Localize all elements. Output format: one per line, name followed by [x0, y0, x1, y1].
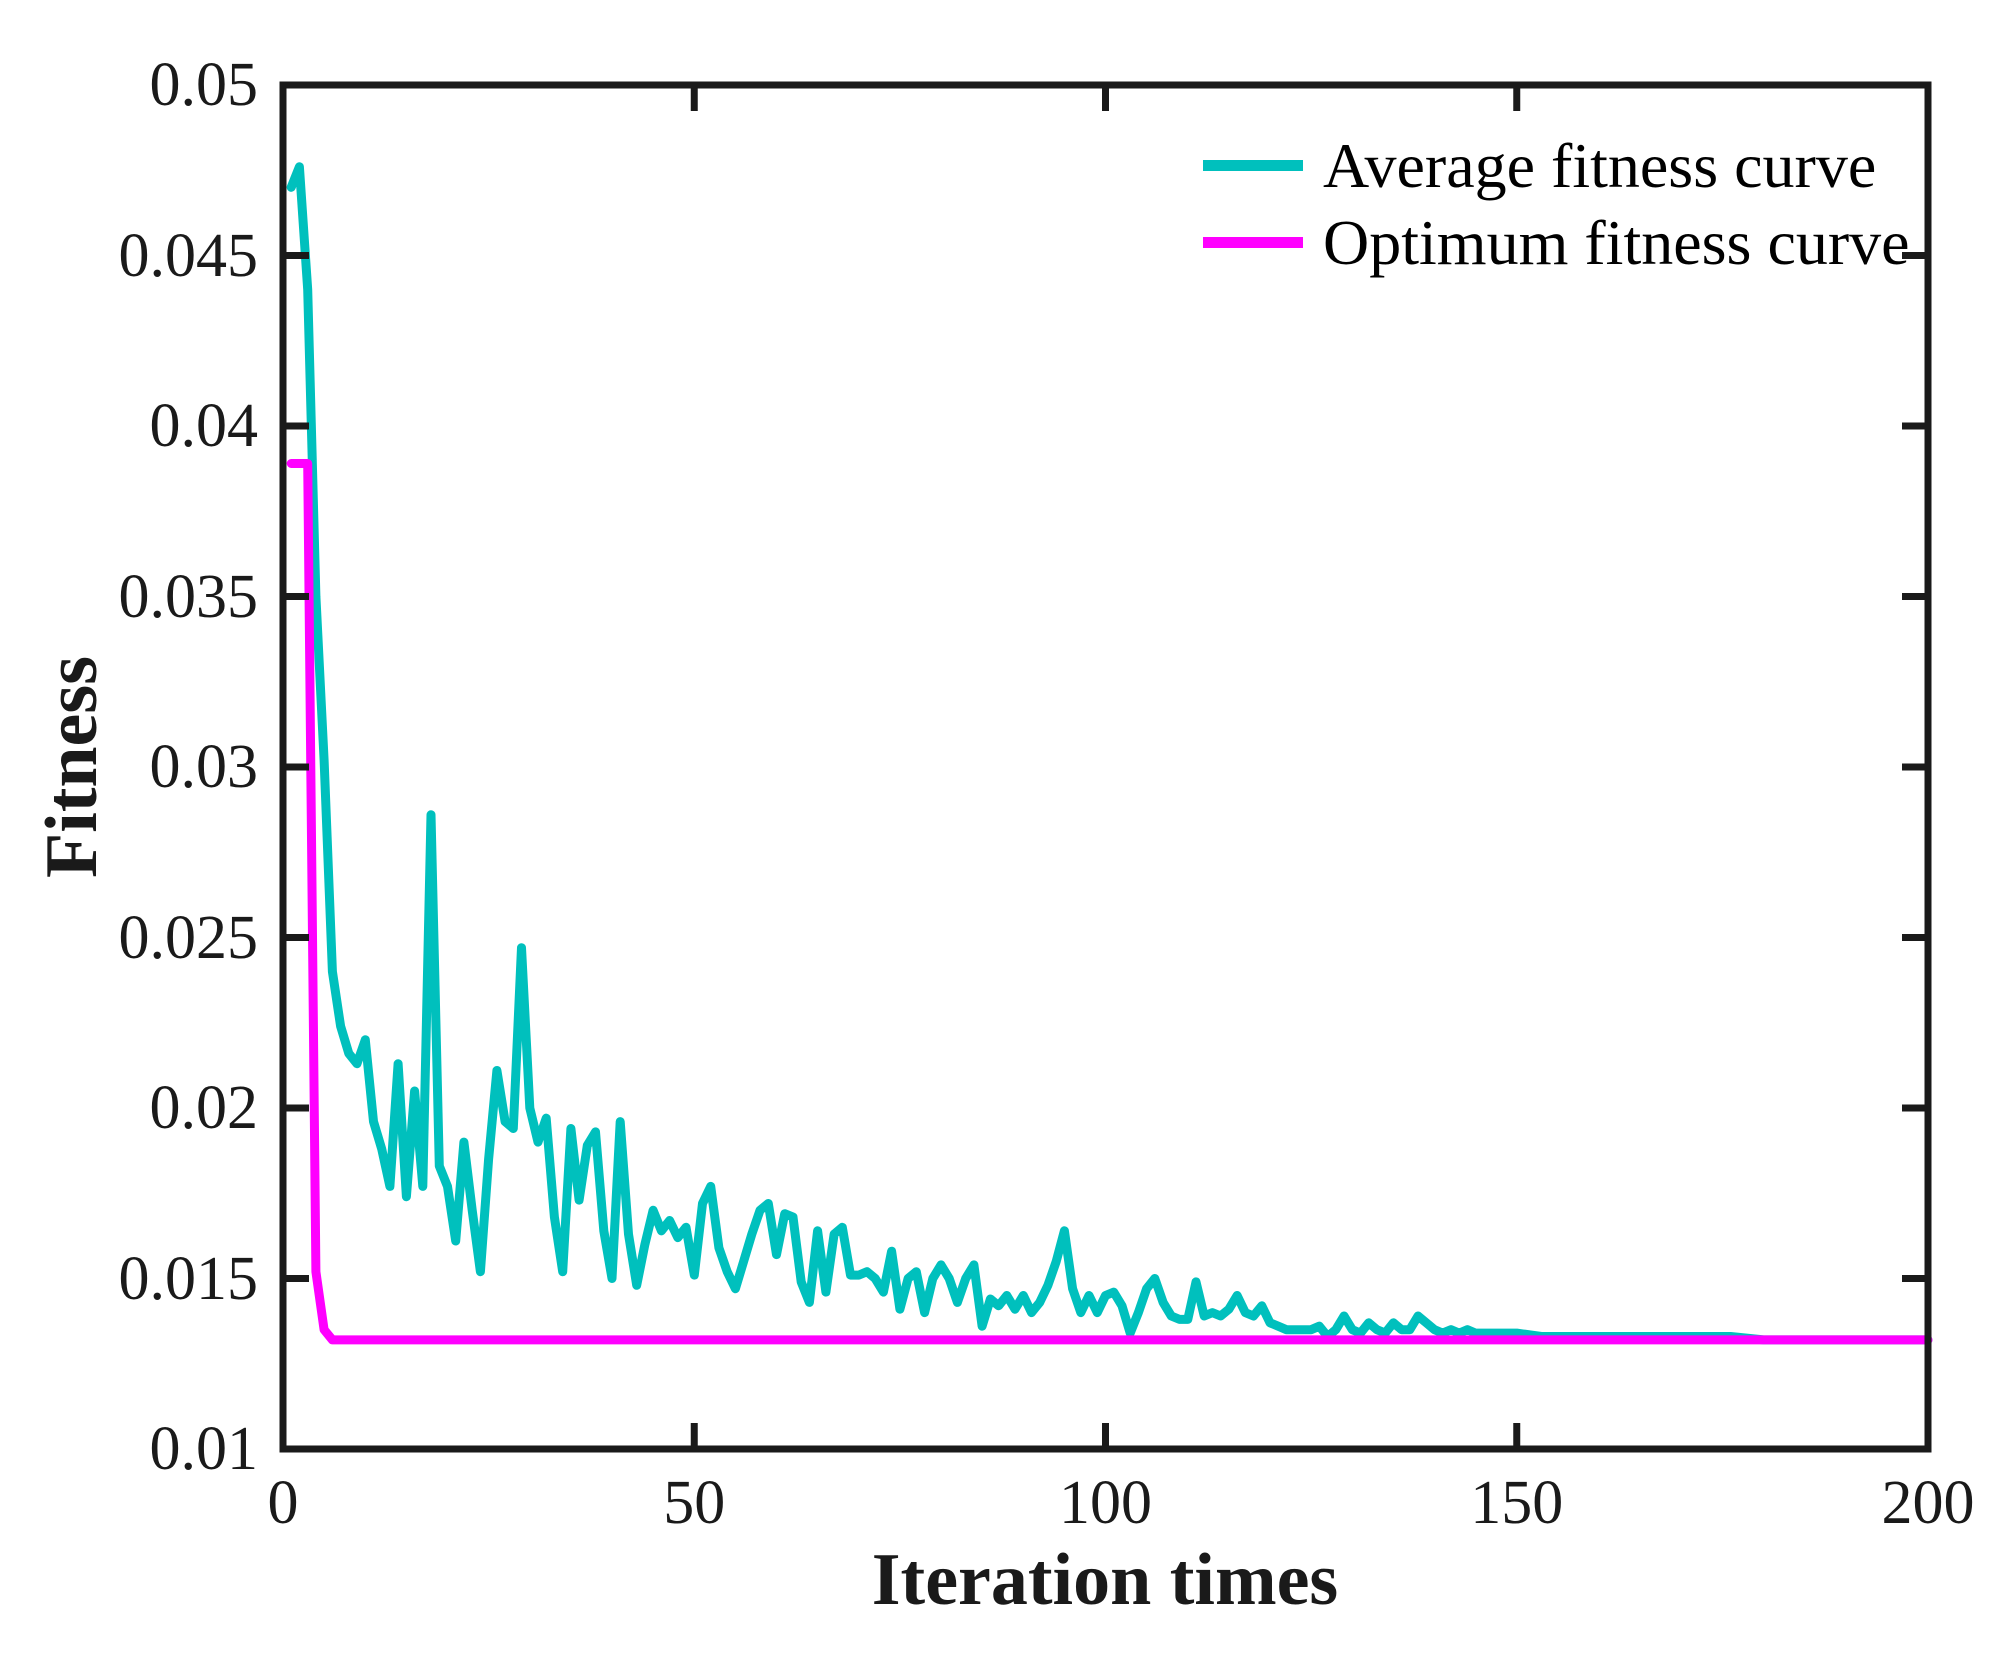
y-tick-label: 0.045	[118, 221, 259, 290]
x-tick-label: 0	[267, 1469, 299, 1537]
legend: Average fitness curve Optimum fitness cu…	[1203, 127, 1910, 281]
y-tick-label: 0.05	[149, 51, 259, 119]
optimum-fitness-curve	[286, 459, 1933, 1345]
x-tick-label: 200	[1881, 1469, 1975, 1537]
average-curve-swatch-line	[1203, 160, 1303, 171]
y-axis-title: Fitness	[31, 656, 113, 878]
y-tick-label: 0.015	[118, 1244, 259, 1313]
tick-marks	[283, 85, 1928, 1449]
y-tick-label: 0.01	[149, 1415, 259, 1483]
x-tick-label: 150	[1470, 1469, 1564, 1537]
legend-label-average: Average fitness curve	[1323, 130, 1877, 201]
x-tick-label: 50	[663, 1469, 726, 1537]
legend-item-optimum: Optimum fitness curve	[1203, 204, 1910, 281]
plot-frame	[279, 81, 1932, 1453]
y-tick-label: 0.025	[118, 903, 259, 972]
y-tick-label: 0.02	[149, 1074, 259, 1142]
legend-item-average: Average fitness curve	[1203, 127, 1910, 204]
legend-label-optimum: Optimum fitness curve	[1323, 207, 1910, 278]
y-tick-label: 0.035	[118, 562, 259, 631]
average-fitness-curve	[286, 162, 1933, 1345]
y-tick-label: 0.03	[149, 733, 259, 801]
curves-layer	[286, 162, 1933, 1345]
y-tick-label: 0.04	[149, 392, 259, 460]
optimum-curve-swatch-line	[1203, 237, 1303, 248]
x-tick-label: 100	[1059, 1469, 1152, 1537]
x-axis-title: Iteration times	[871, 1539, 1339, 1621]
